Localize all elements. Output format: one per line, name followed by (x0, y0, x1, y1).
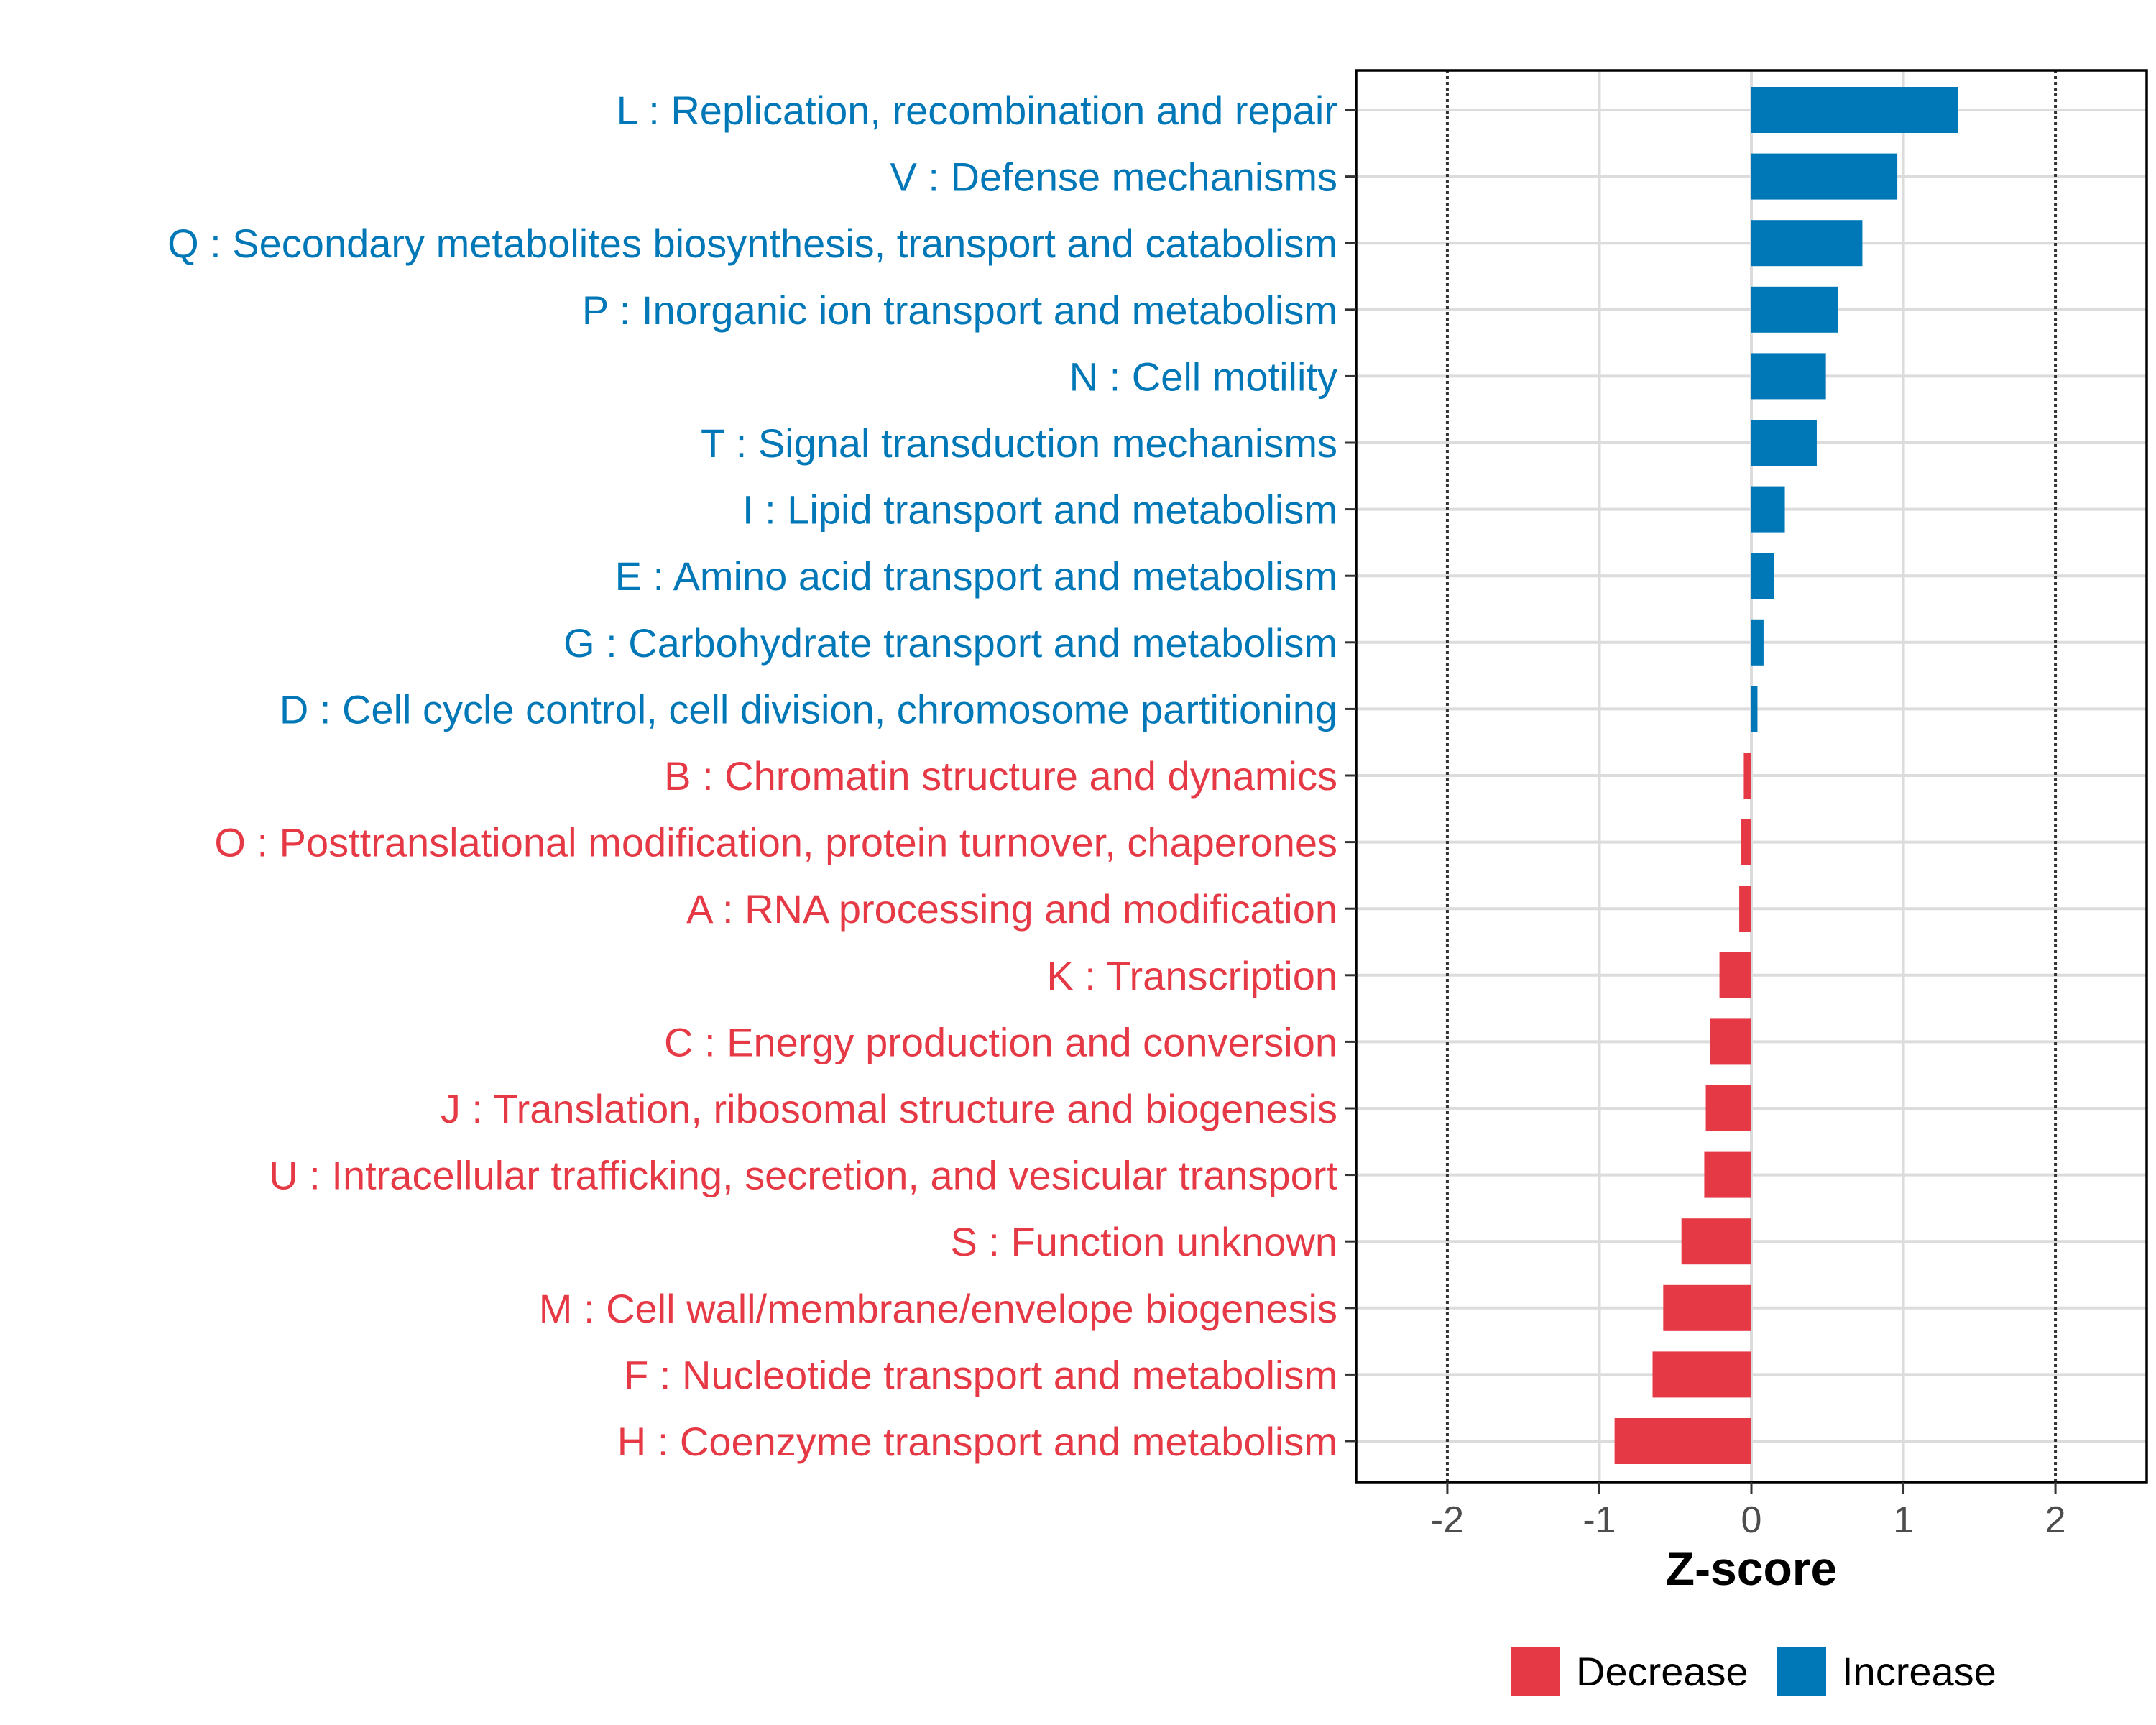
category-label: N : Cell motility (1069, 354, 1337, 399)
bar (1743, 753, 1751, 799)
category-label: J : Translation, ribosomal structure and… (441, 1086, 1337, 1131)
bar (1751, 286, 1838, 333)
bar (1751, 87, 1958, 133)
category-label: O : Posttranslational modification, prot… (214, 820, 1337, 865)
x-tick-label: -1 (1583, 1499, 1616, 1541)
category-label: K : Transcription (1046, 953, 1337, 998)
category-label: L : Replication, recombination and repai… (617, 88, 1337, 133)
bar (1739, 886, 1751, 932)
category-label: G : Carbohydrate transport and metabolis… (563, 620, 1337, 666)
category-label: D : Cell cycle control, cell division, c… (280, 686, 1337, 732)
bar-layer (1614, 87, 1958, 1464)
category-label: H : Coenzyme transport and metabolism (617, 1419, 1337, 1464)
category-label: V : Defense mechanisms (890, 155, 1337, 200)
bar (1751, 686, 1758, 732)
legend-swatch (1777, 1647, 1826, 1696)
category-label: S : Function unknown (950, 1219, 1337, 1264)
x-tick-layer: -2 -1 0 1 2 (1345, 109, 2066, 1541)
category-label: Q : Secondary metabolites biosynthesis, … (167, 221, 1337, 266)
bar (1751, 486, 1785, 533)
bar (1652, 1351, 1751, 1398)
bar (1751, 220, 1863, 267)
legend-label: Increase (1842, 1649, 1996, 1694)
bar (1751, 353, 1826, 400)
legend-swatch (1511, 1647, 1560, 1696)
category-label: P : Inorganic ion transport and metaboli… (582, 288, 1337, 333)
bar (1663, 1284, 1751, 1331)
x-tick-label: 2 (2045, 1499, 2066, 1541)
category-label: U : Intracellular trafficking, secretion… (269, 1153, 1337, 1198)
category-label: C : Energy production and conversion (664, 1019, 1337, 1064)
bar (1705, 1085, 1751, 1131)
category-label: A : RNA processing and modification (686, 886, 1337, 932)
bar (1719, 952, 1751, 998)
x-axis-title: Z-score (1666, 1542, 1837, 1595)
x-tick-label: 0 (1741, 1499, 1762, 1541)
category-label: M : Cell wall/membrane/envelope biogenes… (539, 1286, 1337, 1331)
x-tick-label: -2 (1431, 1499, 1464, 1541)
bar (1681, 1218, 1751, 1265)
bar (1751, 553, 1774, 599)
bar (1741, 819, 1751, 865)
category-label: T : Signal transduction mechanisms (701, 420, 1337, 466)
category-label: F : Nucleotide transport and metabolism (624, 1352, 1337, 1397)
bar (1704, 1151, 1751, 1198)
bar (1710, 1018, 1751, 1065)
bar (1751, 420, 1817, 466)
bar (1751, 619, 1764, 666)
legend: Decrease Increase (1511, 1647, 1996, 1696)
category-label-layer: L : Replication, recombination and repai… (167, 88, 1337, 1464)
category-label: I : Lipid transport and metabolism (742, 487, 1337, 533)
bar (1751, 153, 1898, 200)
x-tick-label: 1 (1893, 1499, 1914, 1541)
category-label: E : Amino acid transport and metabolism (615, 553, 1337, 599)
bar (1614, 1418, 1751, 1464)
category-label: B : Chromatin structure and dynamics (664, 753, 1337, 799)
legend-label: Decrease (1576, 1649, 1749, 1694)
